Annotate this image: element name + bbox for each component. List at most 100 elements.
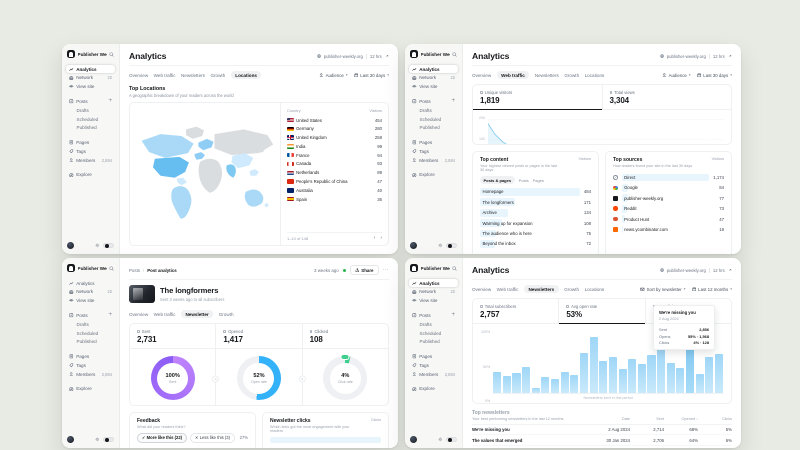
gear-icon[interactable] <box>95 243 100 248</box>
workspace-name[interactable]: Publisher Weekly <box>420 51 450 57</box>
content-row[interactable]: The audience who is here 75 <box>480 228 591 238</box>
workspace-name[interactable]: Publisher Weekly <box>420 265 450 271</box>
table-row[interactable]: India 99 <box>287 142 382 151</box>
sidebar-item-view-site[interactable]: View site <box>409 83 458 91</box>
gear-icon[interactable] <box>95 437 100 442</box>
source-row[interactable]: Product Hunt 47 <box>613 214 724 224</box>
source-row[interactable]: Reddit 73 <box>613 204 724 214</box>
tab-overview[interactable]: Overview <box>129 311 149 317</box>
sidebar-item-pages[interactable]: Pages <box>409 138 458 146</box>
table-row[interactable]: Spain 36 <box>287 195 382 204</box>
sidebar-item-scheduled[interactable]: Scheduled <box>419 330 442 336</box>
sidebar-item-tags[interactable]: Tags <box>409 147 458 155</box>
search-icon[interactable] <box>109 52 114 57</box>
search-icon[interactable] <box>452 52 457 57</box>
tab-newsletters[interactable]: Newsletters <box>534 72 559 78</box>
table-row[interactable]: People's Republic of China 47 <box>287 177 382 186</box>
search-icon[interactable] <box>109 266 114 271</box>
tab-web-traffic[interactable]: Web traffic <box>153 311 176 317</box>
column-clicks[interactable]: Clicks <box>721 417 732 422</box>
sidebar-item-analytics[interactable]: Analytics <box>409 279 458 288</box>
tab-web-traffic[interactable]: Web traffic <box>153 72 176 78</box>
search-icon[interactable] <box>452 266 457 271</box>
tab-overview[interactable]: Overview <box>472 286 492 292</box>
sidebar-item-members[interactable]: Members 2,884 <box>409 156 458 164</box>
theme-toggle[interactable] <box>103 242 114 249</box>
tab-newsletter[interactable]: Newsletter <box>180 310 214 319</box>
arrow-up-right-icon[interactable] <box>385 54 389 58</box>
stat-clicked[interactable]: Clicked 108 <box>301 324 388 349</box>
content-row[interactable]: Homepage 484 <box>480 187 591 197</box>
audience-filter[interactable]: Audience ▾ <box>319 73 348 78</box>
new-post-button[interactable]: + <box>108 312 112 319</box>
tab-growth[interactable]: Growth <box>218 311 234 317</box>
tab-locations[interactable]: Locations <box>584 72 605 78</box>
table-row[interactable]: Germany 280 <box>287 124 382 133</box>
date-range-filter[interactable]: Last 30 days ▾ <box>697 73 732 78</box>
stat-unique-visitors[interactable]: Unique visitors 1,819 <box>473 85 602 111</box>
content-row[interactable]: The longformers 171 <box>480 197 591 207</box>
stat-total-views[interactable]: Total views 3,304 <box>601 85 732 110</box>
user-avatar[interactable] <box>410 242 417 249</box>
sidebar-item-scheduled[interactable]: Scheduled <box>419 116 442 122</box>
new-post-button[interactable]: + <box>451 98 455 105</box>
source-row[interactable]: publisher-weekly.org 77 <box>613 193 724 203</box>
next-donut-button[interactable]: › <box>298 375 306 383</box>
newsletter-sort-filter[interactable]: Sort by newsletter ▾ <box>640 287 686 292</box>
more-like-this-button[interactable]: ✓ More like this (22) <box>137 432 188 443</box>
sidebar-item-pages[interactable]: Pages <box>66 352 115 360</box>
column-sent[interactable]: Sent <box>656 417 664 422</box>
sidebar-item-pages[interactable]: Pages <box>409 352 458 360</box>
workspace-name[interactable]: Publisher Weekly <box>77 51 107 57</box>
audience-filter[interactable]: Audience ▾ <box>662 73 691 78</box>
table-row[interactable]: Canada 93 <box>287 160 382 169</box>
next-donut-button[interactable]: › <box>212 375 220 383</box>
sidebar-item-explore[interactable]: Explore <box>409 385 458 393</box>
sidebar-item-posts[interactable]: Posts + <box>66 311 115 319</box>
date-range-filter[interactable]: Last 30 days ▾ <box>354 73 389 78</box>
table-row[interactable]: France 94 <box>287 151 382 160</box>
sidebar-item-tags[interactable]: Tags <box>66 361 115 369</box>
newsletter-row[interactable]: The values that emerged 30 Jan 2024 2,70… <box>472 435 732 447</box>
sidebar-item-posts[interactable]: Posts + <box>409 311 458 319</box>
sidebar-item-view-site[interactable]: View site <box>409 297 458 305</box>
sidebar-item-analytics[interactable]: Analytics <box>409 65 458 74</box>
user-avatar[interactable] <box>410 436 417 443</box>
content-row[interactable]: Warming up for expansion 108 <box>480 218 591 228</box>
table-row[interactable]: Australia 40 <box>287 186 382 195</box>
newsletter-row[interactable]: We're missing you 2 Aug 2024 2,714 68% 5… <box>472 425 732 436</box>
column-opened[interactable]: Opened ↓ <box>681 417 698 422</box>
table-row[interactable]: Netherlands 89 <box>287 168 382 177</box>
sidebar-item-network[interactable]: Network 22 <box>66 74 115 82</box>
sidebar-item-tags[interactable]: Tags <box>409 361 458 369</box>
sidebar-item-analytics[interactable]: Analytics <box>66 65 115 74</box>
content-tab-pages[interactable]: Pages <box>532 177 544 183</box>
site-link[interactable]: publisher-weekly.org <box>666 267 706 273</box>
sidebar-item-members[interactable]: Members 2,884 <box>66 156 115 164</box>
sidebar-item-posts[interactable]: Posts + <box>409 97 458 105</box>
arrow-up-right-icon[interactable] <box>728 54 732 58</box>
table-row[interactable]: United Kingdom 258 <box>287 133 382 142</box>
sidebar-item-members[interactable]: Members 2,884 <box>66 370 115 378</box>
sidebar-item-drafts[interactable]: Drafts <box>76 321 89 327</box>
sidebar-item-analytics[interactable]: Analytics <box>66 279 115 287</box>
content-tab-posts[interactable]: Posts <box>518 177 529 183</box>
sidebar-item-drafts[interactable]: Drafts <box>419 321 432 327</box>
tab-overview[interactable]: Overview <box>472 72 492 78</box>
theme-toggle[interactable] <box>446 242 457 249</box>
stat-avg-open-rate[interactable]: Avg open rate 53% <box>558 299 645 325</box>
tab-growth[interactable]: Growth <box>564 286 580 292</box>
user-avatar[interactable] <box>67 242 74 249</box>
arrow-up-right-icon[interactable] <box>728 268 732 272</box>
tab-web-traffic[interactable]: Web traffic <box>496 71 530 80</box>
tab-growth[interactable]: Growth <box>564 72 580 78</box>
tab-growth[interactable]: Growth <box>210 72 226 78</box>
table-row[interactable]: United States 454 <box>287 116 382 125</box>
sidebar-item-published[interactable]: Published <box>66 124 115 132</box>
prev-page-button[interactable]: ‹ <box>373 235 376 241</box>
sidebar-item-published[interactable]: Published <box>76 339 97 345</box>
tab-overview[interactable]: Overview <box>129 72 149 78</box>
sidebar-item-pages[interactable]: Pages <box>66 138 115 146</box>
stat-total-subscribers[interactable]: Total subscribers 2,757 <box>480 303 517 320</box>
sidebar-item-network[interactable]: Network 22 <box>409 288 458 296</box>
